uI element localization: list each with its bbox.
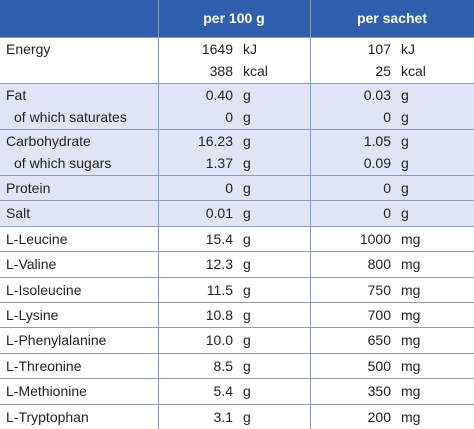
- value: 10.0: [205, 332, 233, 349]
- table-row: [0, 378, 474, 403]
- column-header: per sachet: [356, 10, 428, 26]
- row-label: L-Threonine: [6, 357, 82, 374]
- value: 3.1: [213, 408, 233, 425]
- unit: g: [243, 357, 251, 374]
- value: 650: [367, 332, 391, 349]
- unit: mg: [401, 332, 421, 349]
- table-row: [0, 175, 474, 201]
- unit: g: [243, 307, 251, 323]
- value: 1649: [201, 41, 233, 57]
- unit: mg: [401, 307, 421, 323]
- value: 0.03: [363, 87, 391, 103]
- column-divider: [310, 0, 311, 429]
- header-bar: [0, 0, 474, 37]
- value: 0: [383, 180, 391, 196]
- unit: kJ: [243, 41, 257, 57]
- unit: g: [243, 383, 251, 400]
- table-row: [0, 403, 474, 429]
- unit: g: [401, 133, 409, 149]
- table-row: [0, 327, 474, 352]
- unit: mg: [401, 383, 421, 400]
- value: 12.3: [205, 256, 233, 273]
- unit: g: [243, 155, 251, 171]
- unit: mg: [401, 281, 421, 298]
- row-label: Carbohydrate: [6, 133, 91, 149]
- unit: g: [401, 180, 409, 196]
- value: 0.01: [205, 205, 233, 222]
- value: 800: [367, 256, 391, 273]
- unit: mg: [401, 357, 421, 374]
- value: 0.09: [363, 155, 391, 171]
- value: 8.5: [213, 357, 233, 374]
- unit: mg: [401, 230, 421, 247]
- table-row: [0, 225, 474, 251]
- table-row: [0, 352, 474, 378]
- row-label: L-Isoleucine: [6, 281, 82, 298]
- row-label: L-Lysine: [6, 307, 59, 323]
- unit: g: [243, 230, 251, 247]
- value: 15.4: [205, 230, 233, 247]
- row-label: L-Phenylalanine: [6, 332, 107, 349]
- unit: mg: [401, 408, 421, 425]
- value: 750: [367, 281, 391, 298]
- unit: g: [243, 256, 251, 273]
- unit: g: [243, 180, 251, 196]
- value: 11.5: [206, 281, 233, 298]
- row-label: Energy: [6, 41, 51, 57]
- column-header: per 100 g: [203, 10, 265, 26]
- unit: kcal: [401, 63, 426, 79]
- unit: g: [401, 155, 409, 171]
- value: 1.37: [205, 155, 233, 171]
- value: 107: [367, 41, 391, 57]
- value: 388: [209, 63, 233, 79]
- row-label: Fat: [6, 87, 27, 103]
- row-label: of which sugars: [14, 155, 112, 171]
- table-row: [0, 251, 474, 276]
- row-label: L-Tryptophan: [6, 408, 89, 425]
- row-label: Protein: [6, 180, 51, 196]
- row-label: of which saturates: [14, 109, 127, 125]
- column-divider: [158, 0, 159, 429]
- table-row: [0, 276, 474, 302]
- unit: g: [243, 87, 251, 103]
- row-label: L-Leucine: [6, 230, 68, 247]
- unit: g: [243, 332, 251, 349]
- value: 0: [383, 109, 391, 125]
- value: 700: [367, 307, 391, 323]
- table-row: [0, 200, 474, 226]
- table-row: [0, 37, 474, 83]
- unit: kcal: [243, 63, 268, 79]
- value: 16.23: [197, 133, 233, 149]
- value: 25: [375, 63, 391, 79]
- value: 5.4: [213, 383, 233, 400]
- unit: g: [401, 109, 409, 125]
- row-label: Salt: [6, 205, 31, 222]
- unit: g: [243, 408, 251, 425]
- value: 0: [383, 205, 391, 222]
- unit: mg: [401, 256, 421, 273]
- row-label: L-Valine: [6, 256, 57, 273]
- unit: g: [243, 281, 251, 298]
- unit: g: [243, 133, 251, 149]
- table-row: [0, 302, 474, 327]
- value: 350: [367, 383, 391, 400]
- unit: g: [243, 109, 251, 125]
- row-label: L-Methionine: [6, 383, 87, 400]
- unit: g: [401, 87, 409, 103]
- value: 10.8: [205, 307, 233, 323]
- value: 0: [225, 180, 233, 196]
- value: 0.40: [205, 87, 233, 103]
- unit: kJ: [401, 41, 415, 57]
- value: 200: [367, 408, 391, 425]
- table-row: [0, 129, 474, 175]
- value: 1000: [359, 230, 391, 247]
- value: 1.05: [363, 133, 391, 149]
- table-row: [0, 83, 474, 129]
- unit: g: [401, 205, 409, 222]
- value: 0: [225, 109, 233, 125]
- unit: g: [243, 205, 251, 222]
- value: 500: [367, 357, 391, 374]
